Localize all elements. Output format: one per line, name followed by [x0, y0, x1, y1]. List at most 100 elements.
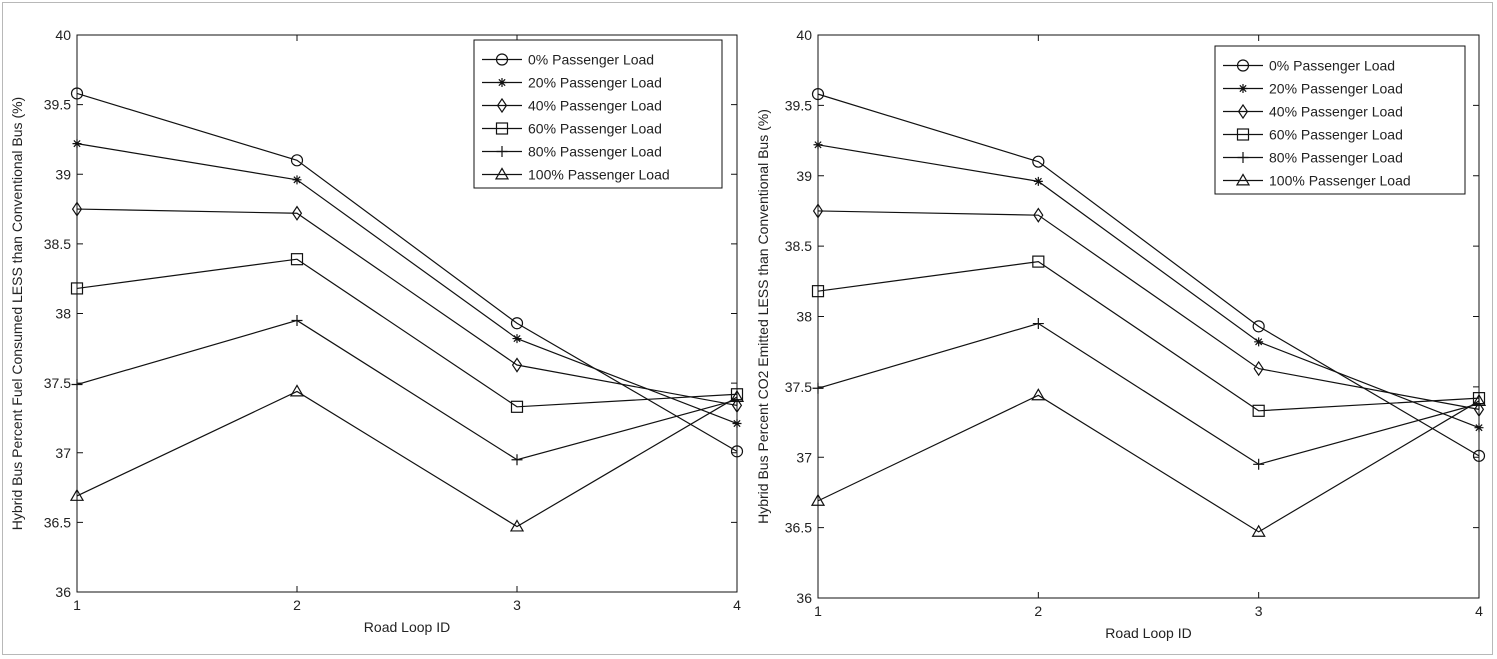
- legend-label: 100% Passenger Load: [1269, 173, 1411, 189]
- legend-entry: 80% Passenger Load: [1223, 150, 1403, 166]
- data-point: [71, 201, 83, 217]
- y-tick-label: 37.5: [44, 375, 71, 391]
- data-point: [290, 154, 304, 167]
- series-4: [71, 314, 743, 466]
- y-tick-label: 39: [796, 168, 812, 184]
- y-tick-label: 38.5: [785, 238, 812, 254]
- legend: 0% Passenger Load 20% Passenger Load 40% P…: [1214, 45, 1466, 195]
- legend-marker: [1237, 152, 1249, 163]
- series-line: [76, 208, 738, 406]
- legend-marker: [495, 122, 509, 135]
- y-tick-label: 40: [796, 27, 812, 43]
- legend-entry: 60% Passenger Load: [482, 121, 662, 137]
- chart-panel-fuel: 1 2 3 4 36 36.5 37 37.5 38 38.5 39 39.5 40 Road Loop …: [9, 27, 745, 635]
- x-tick-label: 1: [73, 597, 81, 613]
- data-point: [813, 140, 823, 150]
- data-point: [811, 88, 825, 101]
- legend-marker: [496, 97, 508, 114]
- series-line: [817, 210, 1480, 410]
- series-line: [817, 322, 1480, 465]
- series-line: [76, 92, 738, 452]
- data-point: [1032, 255, 1045, 268]
- legend-box: [473, 39, 723, 189]
- data-point: [1251, 524, 1266, 537]
- legend-label: 40% Passenger Load: [1269, 104, 1403, 120]
- y-axis-label: Hybrid Bus Percent CO2 Emitted LESS than…: [755, 109, 771, 524]
- data-point: [1253, 360, 1264, 377]
- data-point: [1032, 318, 1044, 330]
- data-point: [70, 282, 84, 295]
- legend-entry: 0% Passenger Load: [482, 52, 654, 68]
- legend-marker: [496, 146, 508, 157]
- data-point: [812, 382, 824, 394]
- data-point: [292, 175, 302, 185]
- data-point: [1031, 388, 1046, 401]
- data-point: [729, 389, 745, 403]
- legend-label: 0% Passenger Load: [528, 52, 654, 68]
- legend-label: 80% Passenger Load: [528, 144, 662, 160]
- data-point: [511, 357, 523, 373]
- legend-label: 60% Passenger Load: [528, 121, 662, 137]
- series-line: [76, 319, 738, 461]
- chart-panel-co2: 1 2 3 4 36 36.5 37 37.5 38 38.5 39 39.5 40 Road Loop …: [755, 27, 1487, 641]
- legend-label: 0% Passenger Load: [1269, 58, 1395, 74]
- x-tick-label: 4: [1475, 603, 1483, 619]
- legend-label: 60% Passenger Load: [1269, 127, 1403, 143]
- series-3: [811, 255, 1486, 417]
- legend-label: 20% Passenger Load: [528, 75, 662, 91]
- x-tick-label: 3: [513, 597, 521, 613]
- y-tick-label: 36.5: [785, 520, 812, 536]
- legend-entry: 60% Passenger Load: [1223, 127, 1403, 143]
- legend-entry: 80% Passenger Load: [482, 144, 662, 160]
- data-point: [812, 203, 824, 219]
- data-point: [810, 493, 826, 506]
- y-tick-label: 37: [55, 445, 71, 461]
- legend-entry: 40% Passenger Load: [482, 98, 662, 114]
- y-tick-label: 36: [796, 590, 812, 606]
- x-tick-label: 4: [733, 597, 741, 613]
- series-line: [817, 144, 1480, 429]
- series-0: [811, 88, 1486, 462]
- x-tick-label: 2: [1034, 603, 1042, 619]
- y-axis-label: Hybrid Bus Percent Fuel Consumed LESS th…: [9, 97, 25, 530]
- series-line: [76, 258, 738, 408]
- legend-entry: 100% Passenger Load: [482, 167, 670, 183]
- y-tick-label: 38.5: [44, 236, 71, 252]
- data-point: [1471, 393, 1487, 406]
- y-tick-label: 36.5: [44, 514, 71, 530]
- series-line: [817, 93, 1480, 457]
- legend-marker: [1237, 103, 1249, 120]
- x-axis-label: Road Loop ID: [1105, 625, 1191, 641]
- legend-label: 80% Passenger Load: [1269, 150, 1403, 166]
- legend-marker: [1235, 173, 1251, 186]
- y-tick-label: 37.5: [785, 379, 812, 395]
- series-3: [70, 253, 744, 413]
- legend-marker: [497, 78, 507, 87]
- data-point: [69, 488, 85, 501]
- legend-marker: [495, 53, 509, 66]
- data-point: [811, 285, 825, 298]
- data-point: [1474, 423, 1484, 433]
- data-point: [290, 253, 304, 266]
- series-5: [810, 388, 1487, 537]
- legend-label: 100% Passenger Load: [528, 167, 670, 183]
- data-point: [511, 454, 523, 466]
- y-tick-label: 40: [55, 27, 71, 43]
- series-line: [817, 394, 1480, 533]
- data-point: [71, 379, 83, 391]
- x-tick-label: 1: [814, 603, 822, 619]
- legend-marker: [494, 167, 510, 180]
- legend-label: 40% Passenger Load: [528, 98, 662, 114]
- y-tick-label: 36: [55, 584, 71, 600]
- data-point: [72, 139, 82, 149]
- data-point: [1473, 401, 1485, 418]
- series-line: [817, 260, 1480, 412]
- y-tick-label: 39.5: [44, 97, 71, 113]
- series-4: [812, 318, 1485, 470]
- legend-entry: 20% Passenger Load: [1223, 81, 1403, 97]
- x-tick-label: 2: [293, 597, 301, 613]
- series-2: [71, 201, 743, 414]
- data-point: [291, 314, 303, 326]
